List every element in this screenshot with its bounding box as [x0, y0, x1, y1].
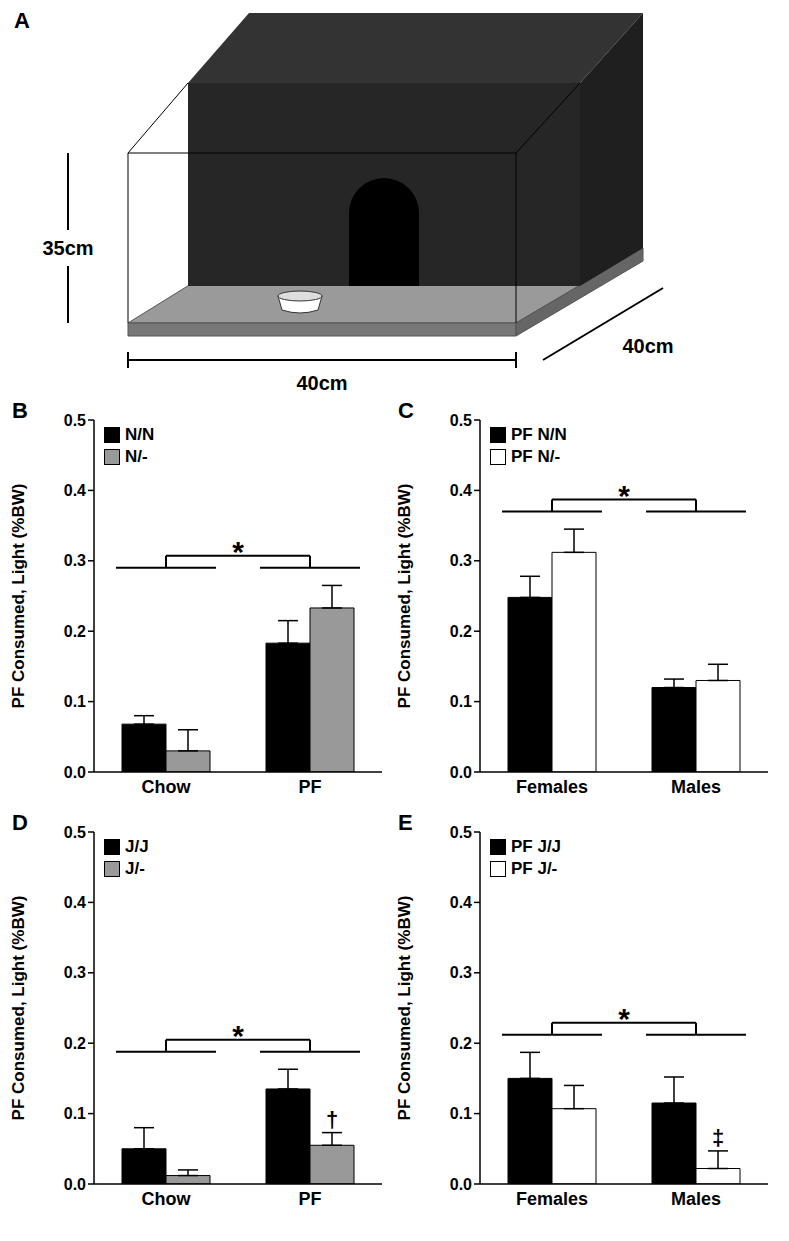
html-text:J/-: J/-: [125, 859, 145, 878]
svg-text:0.0: 0.0: [64, 764, 86, 781]
svg-text:0.5: 0.5: [450, 412, 472, 429]
svg-text:0.5: 0.5: [64, 412, 86, 429]
svg-text:0.4: 0.4: [64, 894, 86, 911]
html-text:B: B: [12, 398, 28, 423]
svg-text:PF Consumed, Light (%BW): PF Consumed, Light (%BW): [395, 896, 414, 1121]
svg-text:0.3: 0.3: [450, 552, 472, 569]
svg-text:0.2: 0.2: [64, 623, 86, 640]
svg-text:Males: Males: [671, 1189, 721, 1209]
svg-text:35cm: 35cm: [42, 237, 93, 259]
html-text:N/-: N/-: [125, 447, 148, 466]
svg-text:0.4: 0.4: [450, 894, 472, 911]
svg-text:*: *: [232, 1019, 244, 1052]
svg-text:PF Consumed, Light (%BW): PF Consumed, Light (%BW): [9, 484, 28, 709]
svg-text:0.1: 0.1: [64, 693, 86, 710]
svg-text:PF Consumed, Light (%BW): PF Consumed, Light (%BW): [395, 484, 414, 709]
svg-text:Chow: Chow: [142, 777, 192, 797]
svg-text:‡: ‡: [712, 1125, 724, 1150]
svg-text:0.2: 0.2: [64, 1035, 86, 1052]
svg-text:0.1: 0.1: [64, 1105, 86, 1122]
html-text:PF N/-: PF N/-: [511, 447, 561, 466]
svg-text:0.0: 0.0: [450, 1176, 472, 1193]
html-text:D: D: [12, 810, 28, 835]
svg-text:Males: Males: [671, 777, 721, 797]
svg-text:0.1: 0.1: [450, 693, 472, 710]
svg-text:*: *: [618, 1002, 630, 1035]
svg-text:0.3: 0.3: [450, 964, 472, 981]
svg-text:0.0: 0.0: [64, 1176, 86, 1193]
svg-text:0.0: 0.0: [450, 764, 472, 781]
svg-text:0.5: 0.5: [450, 824, 472, 841]
svg-text:0.3: 0.3: [64, 552, 86, 569]
html-text:PF N/N: PF N/N: [511, 425, 567, 444]
svg-text:0.3: 0.3: [64, 964, 86, 981]
svg-text:Females: Females: [516, 1189, 588, 1209]
html-text:E: E: [398, 810, 413, 835]
svg-text:*: *: [232, 535, 244, 568]
svg-text:0.4: 0.4: [64, 482, 86, 499]
html-text:C: C: [398, 398, 414, 423]
svg-text:†: †: [326, 1107, 338, 1132]
svg-text:0.1: 0.1: [450, 1105, 472, 1122]
svg-text:0.5: 0.5: [64, 824, 86, 841]
html-text:PF J/J: PF J/J: [511, 837, 562, 856]
svg-text:PF Consumed, Light (%BW): PF Consumed, Light (%BW): [9, 896, 28, 1121]
svg-text:40cm: 40cm: [296, 372, 347, 394]
svg-text:PF: PF: [298, 777, 321, 797]
svg-text:40cm: 40cm: [622, 335, 673, 357]
svg-text:Females: Females: [516, 777, 588, 797]
svg-text:PF: PF: [298, 1189, 321, 1209]
html-text:PF J/-: PF J/-: [511, 859, 558, 878]
svg-text:0.2: 0.2: [450, 623, 472, 640]
svg-text:Chow: Chow: [142, 1189, 192, 1209]
html-text:A: A: [14, 8, 30, 33]
svg-text:*: *: [618, 479, 630, 512]
svg-text:0.2: 0.2: [450, 1035, 472, 1052]
svg-text:0.4: 0.4: [450, 482, 472, 499]
html-text:N/N: N/N: [125, 425, 155, 444]
html-text:J/J: J/J: [125, 837, 149, 856]
